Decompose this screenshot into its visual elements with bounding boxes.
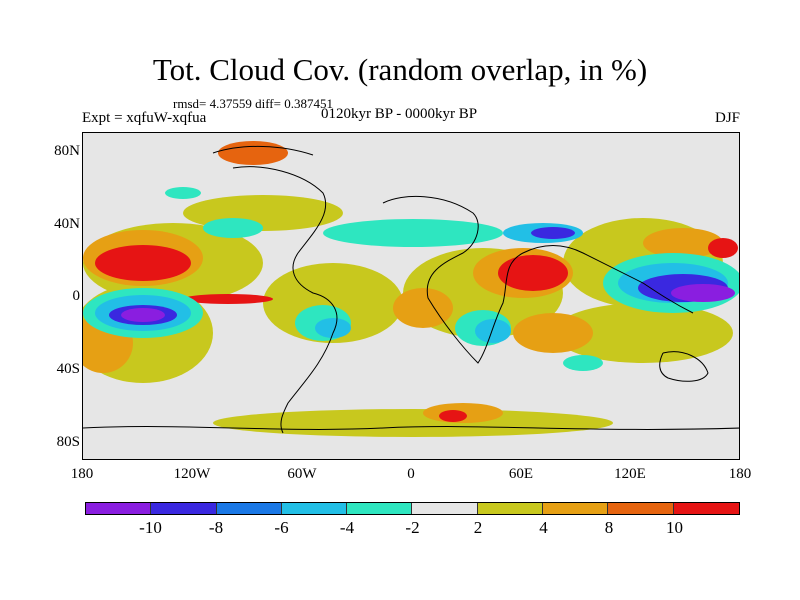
blob-south-band-yellow bbox=[213, 409, 613, 437]
x-tick-label: 120E bbox=[614, 466, 646, 482]
colorbar-label: -6 bbox=[274, 518, 289, 537]
colorbar-label: -4 bbox=[339, 518, 355, 537]
colorbar-segment bbox=[673, 503, 739, 514]
anomaly-blobs bbox=[83, 141, 739, 437]
coast-antarctica bbox=[83, 426, 739, 430]
colorbar-label: -10 bbox=[139, 518, 162, 537]
x-tick-label: 60W bbox=[287, 466, 317, 482]
colorbar-segment bbox=[86, 503, 152, 514]
blob-nam-teal bbox=[165, 187, 201, 199]
colorbar-segment bbox=[543, 503, 609, 514]
colorbar-label: -2 bbox=[405, 518, 420, 537]
coast-greenland bbox=[212, 145, 314, 156]
coastlines bbox=[83, 145, 739, 434]
period-label: 0120kyr BP - 0000kyr BP bbox=[321, 106, 478, 122]
blob-asia-darkblue bbox=[531, 227, 575, 239]
colorbar-segment bbox=[347, 503, 413, 514]
colorbar-label: -8 bbox=[208, 518, 224, 537]
blob-satl-blue bbox=[315, 318, 351, 338]
colorbar bbox=[85, 502, 740, 515]
colorbar-segment bbox=[281, 503, 348, 514]
colorbar-segment bbox=[477, 503, 544, 514]
colorbar-segment bbox=[608, 503, 674, 514]
blob-atl-orange bbox=[393, 288, 453, 328]
blob-maritime-purple bbox=[671, 284, 735, 302]
y-tick-label: 40N bbox=[54, 216, 80, 232]
blob-wpac-orange bbox=[643, 228, 723, 258]
y-tick-label: 80N bbox=[54, 143, 80, 159]
y-tick-label: 80S bbox=[56, 434, 80, 450]
blob-africa-red bbox=[498, 255, 568, 291]
y-tick-label: 0 bbox=[72, 288, 81, 304]
anomaly-field bbox=[83, 133, 739, 459]
blob-natl-teal bbox=[203, 218, 263, 238]
map-panel bbox=[82, 132, 740, 460]
experiment-label: Expt = xqfuW-xqfua bbox=[82, 110, 207, 126]
plot-title: Tot. Cloud Cov. (random overlap, in %) bbox=[152, 52, 648, 87]
x-tick-label: 180 bbox=[728, 466, 752, 482]
blob-med-teal bbox=[323, 219, 503, 247]
blob-ind-teal bbox=[563, 355, 603, 371]
colorbar-segment bbox=[151, 503, 217, 514]
blob-arctic-red bbox=[218, 141, 288, 165]
blob-epac-purple bbox=[121, 308, 165, 322]
blob-se-yellow bbox=[553, 303, 733, 363]
x-tick-label: 120W bbox=[173, 466, 211, 482]
blob-npac-red bbox=[95, 245, 191, 281]
colorbar-label: 4 bbox=[539, 518, 548, 537]
stats-text: rmsd= 4.37559 diff= 0.387451 bbox=[173, 96, 333, 111]
blob-wpac-red bbox=[708, 238, 738, 258]
season-label: DJF bbox=[714, 110, 740, 126]
x-tick-label: 60E bbox=[508, 466, 534, 482]
colorbar-label: 8 bbox=[604, 518, 614, 537]
x-tick-label: 0 bbox=[407, 466, 415, 482]
x-tick-label: 180 bbox=[70, 466, 94, 482]
colorbar-segment bbox=[216, 503, 282, 514]
colorbar-segment bbox=[412, 503, 478, 514]
blob-south-red bbox=[439, 410, 467, 422]
blob-eqpac-red bbox=[183, 294, 273, 304]
colorbar-label: 10 bbox=[666, 518, 683, 537]
colorbar-label: 2 bbox=[473, 518, 483, 537]
blob-indian-orange bbox=[513, 313, 593, 353]
coast-americas bbox=[232, 166, 338, 434]
coast-australia bbox=[659, 351, 709, 382]
blob-safr-blue bbox=[475, 319, 511, 343]
coast-eurasia-africa bbox=[382, 195, 694, 364]
y-tick-label: 40S bbox=[56, 361, 80, 377]
